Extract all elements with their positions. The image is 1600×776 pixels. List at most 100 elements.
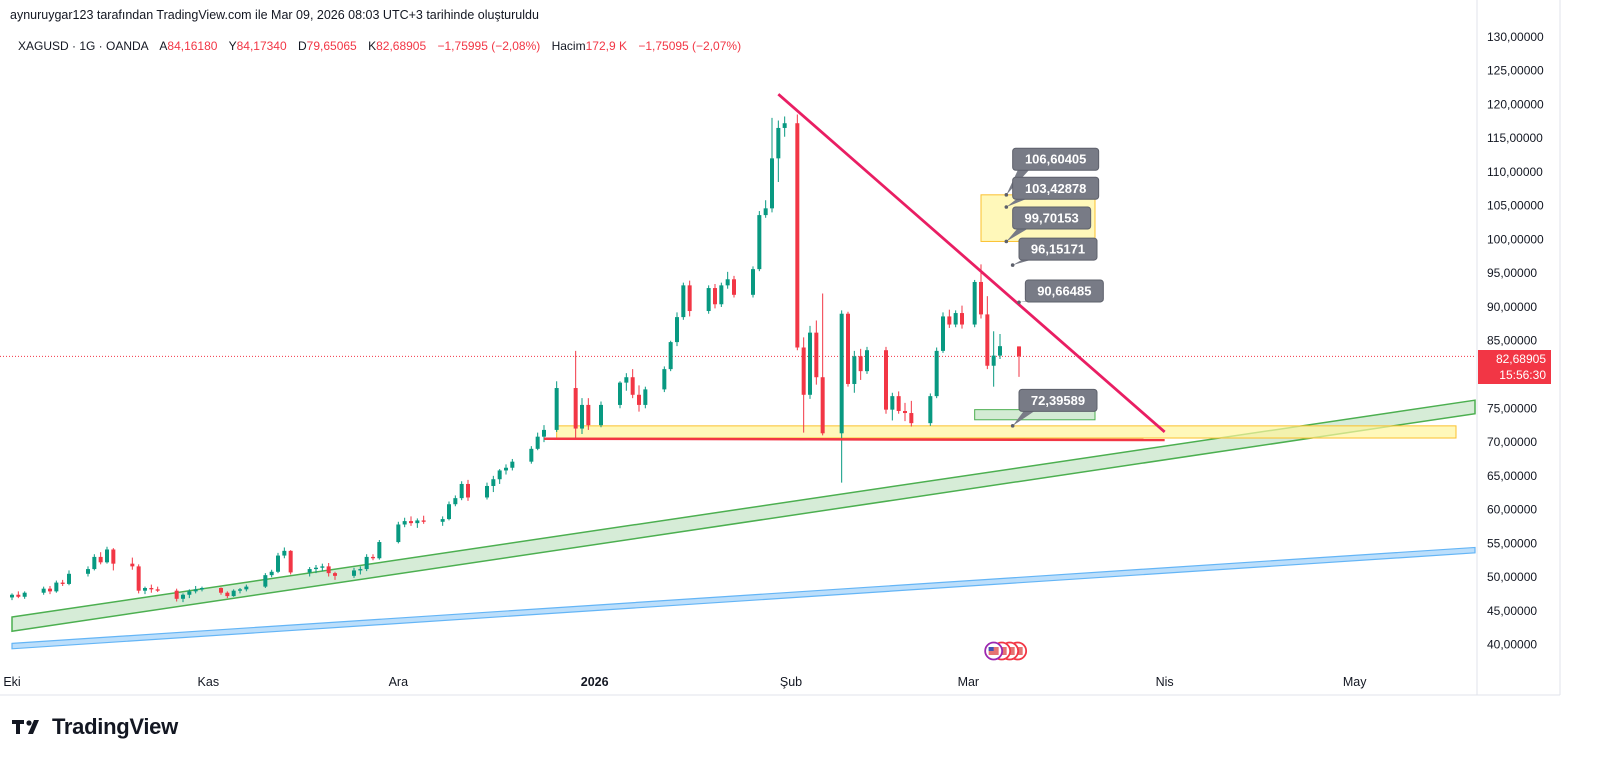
- callout-box: [1018, 388, 1098, 412]
- candle-body: [903, 411, 907, 414]
- candle: [852, 350, 857, 393]
- candle-body: [269, 571, 274, 576]
- candle: [687, 280, 692, 317]
- candle-body: [86, 569, 90, 574]
- candle-body: [421, 520, 426, 522]
- candle-body: [200, 587, 204, 590]
- candle: [776, 120, 781, 182]
- callout-box: [1012, 176, 1100, 200]
- candle-body: [48, 588, 52, 592]
- callout-label: 106,60405: [1025, 152, 1086, 167]
- candle-body: [510, 461, 515, 468]
- candle-body: [624, 377, 629, 383]
- x-tick-label: Şub: [780, 675, 802, 689]
- candle: [732, 275, 736, 298]
- candle: [314, 565, 318, 574]
- descending-trendline: [777, 93, 1166, 433]
- candle: [998, 333, 1002, 359]
- candle: [865, 346, 869, 374]
- candle: [947, 309, 952, 328]
- low-value: 79,65065: [306, 39, 357, 53]
- candle-body: [402, 521, 407, 525]
- candle-body: [947, 316, 952, 325]
- candle: [763, 200, 768, 218]
- candle: [782, 116, 787, 137]
- x-tick-label: Kas: [198, 675, 220, 689]
- candle-body: [377, 542, 382, 559]
- candle: [643, 386, 648, 409]
- candle: [713, 284, 717, 309]
- high-value: 84,17340: [236, 39, 287, 53]
- candle-body: [320, 566, 325, 568]
- y-tick-label: 55,00000: [1487, 536, 1537, 550]
- candle-body: [98, 556, 103, 563]
- candle-body: [960, 313, 964, 325]
- candle-body: [839, 313, 844, 434]
- candle: [111, 548, 116, 571]
- candle: [580, 398, 584, 434]
- candle: [421, 515, 426, 524]
- candle: [174, 588, 179, 602]
- candle-body: [174, 590, 179, 599]
- candle-body: [155, 589, 160, 591]
- candle: [928, 393, 933, 426]
- candle: [637, 385, 641, 412]
- tradingview-wordmark: TradingView: [52, 714, 178, 739]
- candle: [48, 585, 52, 595]
- candle-body: [497, 470, 502, 480]
- callout-box: [1012, 147, 1100, 171]
- candle-body: [751, 269, 755, 295]
- candle: [618, 381, 622, 409]
- candle: [535, 432, 540, 451]
- candle: [440, 516, 445, 526]
- candle-body: [687, 285, 692, 312]
- candle: [979, 264, 983, 319]
- open-label: A: [159, 39, 168, 53]
- y-tick-label: 115,00000: [1487, 131, 1543, 145]
- symbol-name[interactable]: XAGUSD · 1G · OANDA: [18, 39, 149, 53]
- y-tick-label: 125,00000: [1487, 64, 1544, 78]
- price-callout: 96,15171: [1010, 237, 1098, 267]
- candle: [504, 464, 508, 475]
- candle-body: [111, 549, 116, 564]
- candle: [586, 398, 591, 430]
- flag-canton: [988, 647, 994, 651]
- tradingview-logo[interactable]: TradingView: [12, 714, 178, 740]
- tradingview-logo-icon: [12, 720, 39, 734]
- candle: [751, 266, 755, 298]
- callout-label: 72,39589: [1031, 393, 1085, 408]
- candle: [719, 282, 724, 307]
- candle-body: [896, 396, 901, 411]
- callout-label: 103,42878: [1025, 181, 1086, 196]
- candle: [244, 584, 249, 592]
- callout-anchor-dot: [1004, 205, 1009, 209]
- candle: [333, 571, 337, 580]
- candle: [453, 495, 458, 507]
- callout-anchor-dot: [1004, 193, 1009, 197]
- candle-body: [998, 346, 1002, 356]
- x-tick-label: Mar: [958, 675, 980, 689]
- candle: [60, 579, 65, 586]
- candle-body: [288, 550, 293, 573]
- candle-body: [630, 377, 635, 395]
- candle-body: [985, 314, 990, 366]
- candle: [599, 401, 603, 428]
- candle: [371, 554, 375, 561]
- candle: [149, 584, 154, 593]
- y-tick-label: 90,00000: [1487, 300, 1537, 314]
- price-callout: 90,66485: [1017, 279, 1104, 305]
- candle-body: [459, 483, 464, 499]
- candle: [22, 591, 27, 599]
- candle-body: [681, 285, 686, 318]
- candle-body: [219, 587, 223, 593]
- x-tick-label: May: [1343, 675, 1367, 689]
- candle: [466, 479, 470, 501]
- candle: [960, 305, 964, 329]
- green-channel: [11, 399, 1476, 633]
- candle-body: [675, 317, 679, 343]
- candle: [681, 282, 686, 320]
- y-tick-label: 130,00000: [1487, 30, 1544, 44]
- candle-body: [573, 388, 578, 429]
- y-tick-label: 120,00000: [1487, 97, 1544, 111]
